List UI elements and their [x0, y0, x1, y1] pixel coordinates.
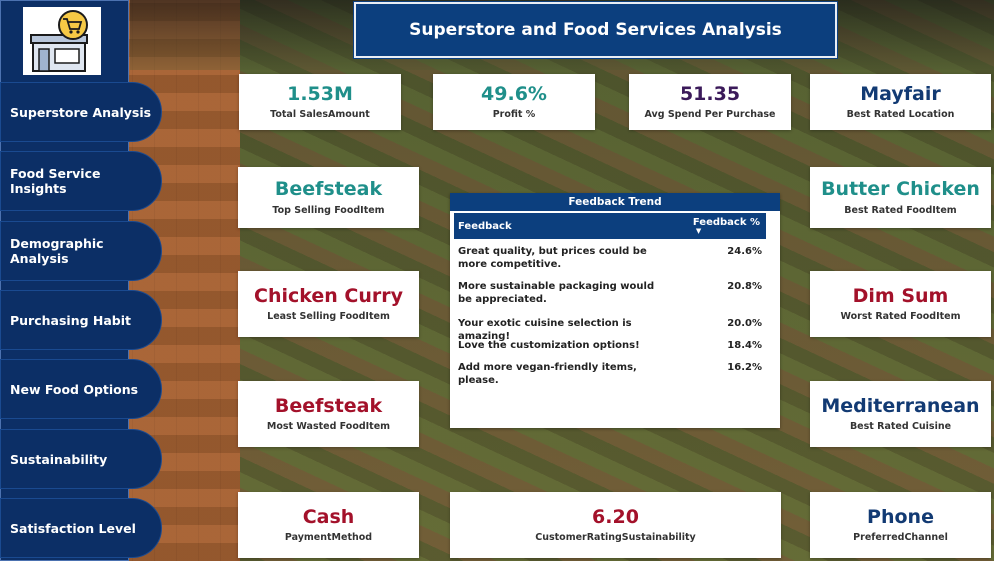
column-header-feedback-pct[interactable]: Feedback % ▼ [692, 216, 760, 235]
nav-food-service-insights[interactable]: Food Service Insights [0, 151, 162, 211]
kpi-label: Top Selling FoodItem [272, 204, 385, 216]
kpi-card-rating-sustainability: 6.20 CustomerRatingSustainability [450, 492, 781, 558]
kpi-label: Least Selling FoodItem [267, 311, 390, 323]
nav-superstore-analysis[interactable]: Superstore Analysis [0, 82, 162, 142]
kpi-label: Most Wasted FoodItem [266, 421, 391, 433]
nav-satisfaction-level[interactable]: Satisfaction Level [0, 498, 162, 558]
kpi-card-payment: Cash PaymentMethod [238, 492, 419, 558]
table-row: More sustainable packaging would be appr… [458, 281, 762, 305]
kpi-value: Mayfair [860, 82, 941, 105]
kpi-label: Profit % [492, 109, 536, 121]
kpi-value: Beefsteak [274, 178, 383, 201]
kpi-card-sales: 1.53M Total SalesAmount [239, 74, 401, 130]
kpi-value: Phone [867, 505, 934, 528]
kpi-value: Dim Sum [852, 284, 949, 307]
feedback-table-title: Feedback Trend [450, 193, 780, 211]
kpi-card-best-location: Mayfair Best Rated Location [810, 74, 991, 130]
kpi-card-worst-rated: Dim Sum Worst Rated FoodItem [810, 271, 991, 337]
kpi-card-least-selling: Chicken Curry Least Selling FoodItem [238, 271, 419, 337]
nav-sustainability[interactable]: Sustainability [0, 429, 162, 489]
kpi-value: Butter Chicken [821, 178, 980, 201]
feedback-trend-table: Feedback Trend Feedback Feedback % ▼ Gre… [450, 193, 780, 428]
kpi-label: CustomerRatingSustainability [535, 532, 696, 544]
kpi-card-best-rated-food: Butter Chicken Best Rated FoodItem [810, 167, 991, 228]
feedback-table-header: Feedback Feedback % ▼ [454, 213, 766, 239]
kpi-card-avg-spend: 51.35 Avg Spend Per Purchase [629, 74, 791, 130]
store-cart-icon [23, 7, 101, 75]
table-row: Great quality, but prices could be more … [458, 246, 762, 270]
nav-new-food-options[interactable]: New Food Options [0, 359, 162, 419]
kpi-label: Best Rated Location [846, 109, 955, 121]
kpi-value: 49.6% [481, 82, 547, 105]
kpi-value: 1.53M [287, 82, 353, 105]
nav-purchasing-habit[interactable]: Purchasing Habit [0, 290, 162, 350]
kpi-card-most-wasted: Beefsteak Most Wasted FoodItem [238, 381, 419, 447]
kpi-value: Cash [302, 505, 355, 528]
nav-demographic-analysis[interactable]: Demographic Analysis [0, 221, 162, 281]
kpi-value: 51.35 [679, 82, 741, 105]
kpi-label: Avg Spend Per Purchase [644, 109, 776, 121]
kpi-label: Worst Rated FoodItem [840, 311, 961, 323]
kpi-label: PreferredChannel [853, 532, 948, 544]
kpi-card-best-cuisine: Mediterranean Best Rated Cuisine [810, 381, 991, 447]
page-title: Superstore and Food Services Analysis [353, 1, 838, 59]
kpi-card-channel: Phone PreferredChannel [810, 492, 991, 558]
column-header-feedback[interactable]: Feedback [458, 220, 512, 232]
sort-descending-icon: ▼ [695, 226, 702, 235]
kpi-label: PaymentMethod [284, 532, 373, 544]
kpi-label: Total SalesAmount [270, 109, 370, 121]
table-row: Add more vegan-friendly items, please. 1… [458, 362, 762, 386]
kpi-value: Chicken Curry [254, 284, 403, 307]
kpi-label: Best Rated FoodItem [844, 204, 957, 216]
kpi-label: Best Rated Cuisine [849, 421, 952, 433]
table-row: Your exotic cuisine selection is amazing… [458, 318, 762, 342]
kpi-card-profit: 49.6% Profit % [433, 74, 595, 130]
table-row: Love the customization options! 18.4% [458, 340, 762, 351]
kpi-card-top-selling: Beefsteak Top Selling FoodItem [238, 167, 419, 228]
kpi-value: Mediterranean [821, 394, 980, 417]
kpi-value: Beefsteak [274, 394, 383, 417]
kpi-value: 6.20 [592, 505, 639, 528]
